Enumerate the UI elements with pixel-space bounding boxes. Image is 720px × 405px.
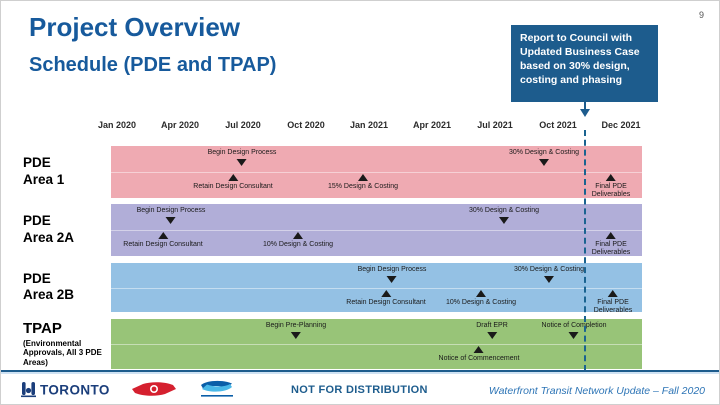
- gantt-band-pde-area-2a: Begin Design Process Retain Design Consul…: [111, 204, 642, 256]
- milestone-down: Draft EPR: [476, 322, 508, 340]
- svg-text:TORONTO: TORONTO: [40, 383, 110, 398]
- triangle-up-icon: [606, 232, 616, 239]
- milestone-down: Notice of Completion: [541, 322, 607, 340]
- milestone-up: Final PDE Deliverables: [593, 289, 633, 316]
- triangle-down-icon: [237, 159, 247, 167]
- triangle-down-icon: [498, 217, 509, 225]
- milestone-down: Begin Pre-Planning: [265, 322, 327, 340]
- ttc-logo-icon: [131, 382, 177, 401]
- milestone-up: 15% Design & Costing: [328, 174, 398, 191]
- triangle-up-icon: [608, 289, 618, 297]
- row-label-pde-area-2a: PDE Area 2A: [23, 213, 75, 245]
- milestone-label: Final PDE Deliverables: [593, 298, 633, 314]
- triangle-down-icon: [486, 332, 497, 340]
- milestone-label: 30% Design & Costing: [468, 207, 540, 214]
- gantt-chart: Begin Design Process Retain Design Consul…: [111, 146, 642, 371]
- milestone-up: Retain Design Consultant: [193, 174, 273, 191]
- milestone-up: Final PDE Deliverables: [591, 174, 631, 200]
- timeline-month: Oct 2020: [287, 120, 325, 130]
- milestone-label: Notice of Commencement: [438, 355, 520, 362]
- milestone-down: Begin Design Process: [207, 149, 277, 167]
- report-callout-box: Report to Council with Updated Business …: [511, 25, 658, 102]
- milestone-up: 10% Design & Costing: [445, 289, 517, 307]
- milestone-label: Draft EPR: [476, 322, 508, 329]
- timeline-month: Jul 2020: [225, 120, 261, 130]
- row-label-tpap: TPAP (Environmental Approvals, All 3 PDE …: [23, 320, 109, 367]
- milestone-up: Retain Design Consultant: [346, 289, 426, 307]
- milestone-up: Final PDE Deliverables: [591, 232, 631, 258]
- milestone-label: 30% Design & Costing: [513, 266, 585, 273]
- triangle-up-icon: [606, 174, 616, 181]
- triangle-up-icon: [380, 289, 391, 297]
- milestone-label: Notice of Completion: [541, 322, 607, 329]
- milestone-down: Begin Design Process: [136, 207, 206, 225]
- triangle-down-icon: [166, 217, 176, 225]
- triangle-down-icon: [387, 276, 397, 284]
- timeline-month: Jan 2021: [349, 120, 389, 130]
- waterfront-logo-icon: [197, 379, 237, 403]
- milestone-up: Retain Design Consultant: [123, 232, 203, 249]
- timeline-month: Apr 2020: [160, 120, 200, 130]
- milestone-label: Begin Pre-Planning: [265, 322, 327, 329]
- timeline-month: Jul 2021: [477, 120, 513, 130]
- milestone-label: 10% Design & Costing: [445, 298, 517, 306]
- page-number: 9: [698, 10, 704, 20]
- milestone-down: 30% Design & Costing: [513, 266, 585, 284]
- row-sublabel-tpap: (Environmental Approvals, All 3 PDE Area…: [23, 338, 102, 367]
- gantt-band-pde-area-2b: Begin Design Process Retain Design Consul…: [111, 263, 642, 314]
- triangle-up-icon: [357, 174, 368, 181]
- milestone-down: Begin Design Process: [357, 266, 427, 284]
- milestone-up: 10% Design & Costing: [263, 232, 333, 249]
- gantt-band-pde-area-1: Begin Design Process Retain Design Consul…: [111, 146, 642, 198]
- triangle-down-icon: [538, 159, 549, 167]
- milestone-label: Retain Design Consultant: [346, 298, 426, 306]
- milestone-label: Final PDE Deliverables: [591, 241, 631, 257]
- milestone-label: Begin Design Process: [136, 207, 206, 214]
- milestone-label: 10% Design & Costing: [262, 241, 334, 248]
- row-label-pde-area-2b: PDE Area 2B: [23, 270, 75, 303]
- triangle-down-icon: [290, 332, 301, 340]
- timeline-month: Jan 2020: [97, 120, 137, 130]
- triangle-up-icon: [157, 232, 168, 239]
- milestone-label: Retain Design Consultant: [123, 241, 203, 248]
- milestone-label: Begin Design Process: [357, 266, 427, 273]
- triangle-down-icon: [543, 276, 554, 284]
- timeline-month: Dec 2021: [601, 120, 641, 130]
- triangle-up-icon: [473, 346, 484, 353]
- gantt-band-tpap: Begin Pre-Planning Notice of Commencement…: [111, 319, 642, 369]
- milestone-label: 15% Design & Costing: [327, 183, 399, 190]
- timeline-month: Apr 2021: [412, 120, 452, 130]
- triangle-down-icon: [568, 332, 579, 340]
- milestone-down: 30% Design & Costing: [508, 149, 580, 167]
- row-label-pde-area-1: PDE Area 1: [23, 155, 65, 187]
- page-subtitle: Schedule (PDE and TPAP): [29, 54, 277, 76]
- milestone-label: 30% Design & Costing: [508, 149, 580, 156]
- down-arrow-icon: [578, 101, 592, 117]
- milestone-label: Final PDE Deliverables: [591, 183, 631, 199]
- triangle-up-icon: [292, 232, 303, 239]
- report-date-divider-line: [584, 130, 586, 371]
- milestone-up: Notice of Commencement: [438, 346, 520, 363]
- timeline-month: Oct 2021: [539, 120, 577, 130]
- milestone-label: Begin Design Process: [207, 149, 277, 156]
- footer-right-text: Waterfront Transit Network Update – Fall…: [488, 385, 705, 397]
- footer-divider-light: [1, 372, 719, 374]
- page-title: Project Overview: [29, 12, 240, 42]
- triangle-up-icon: [227, 174, 238, 181]
- triangle-up-icon: [475, 289, 486, 297]
- milestone-label: Retain Design Consultant: [193, 183, 273, 190]
- footer-divider-dark: [1, 370, 719, 372]
- milestone-down: 30% Design & Costing: [468, 207, 540, 225]
- not-for-distribution-label: NOT FOR DISTRIBUTION: [291, 384, 428, 396]
- toronto-logo-icon: TORONTO: [21, 379, 113, 404]
